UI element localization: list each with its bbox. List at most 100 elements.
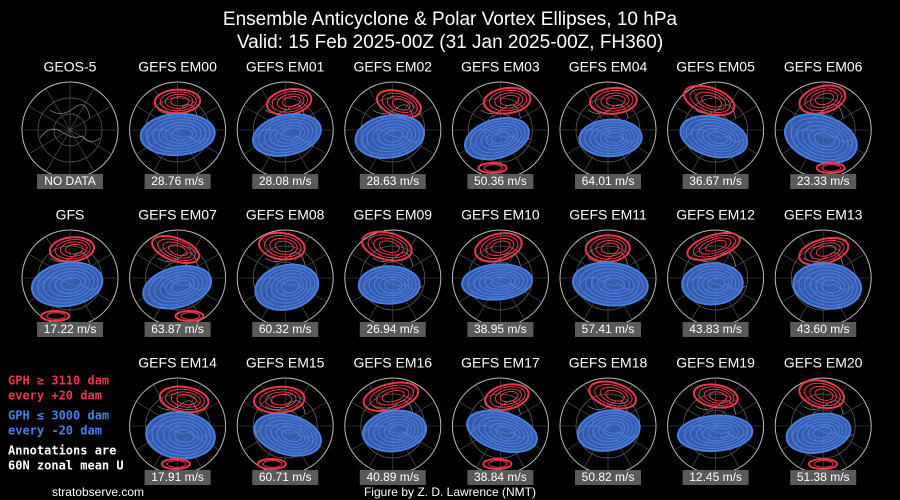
contour xyxy=(796,418,844,448)
annotation-box xyxy=(359,470,426,485)
panel: GEFS EM09 26.94 m/s xyxy=(344,207,442,337)
contour xyxy=(368,271,414,299)
contour xyxy=(809,385,838,404)
contour xyxy=(281,429,302,443)
contour xyxy=(357,265,421,305)
panel-title: GEFS EM03 xyxy=(461,59,540,75)
panel-title: GEFS EM00 xyxy=(138,59,217,75)
panel-title: GEFS EM12 xyxy=(676,207,755,223)
contour xyxy=(603,423,622,437)
annotation: 43.83 m/s xyxy=(689,322,742,336)
annotation: 12.45 m/s xyxy=(689,470,742,484)
contour xyxy=(810,242,841,260)
contour xyxy=(146,116,211,153)
contour xyxy=(595,239,624,257)
annotation-box xyxy=(252,322,319,337)
contour xyxy=(174,428,195,443)
panel: GEFS EM11 57.41 m/s xyxy=(559,207,657,337)
contour xyxy=(821,164,842,172)
meridian xyxy=(28,105,71,131)
contour xyxy=(683,84,736,117)
contour xyxy=(480,235,519,260)
contour xyxy=(164,124,198,144)
contour xyxy=(681,262,744,306)
panel: GEFS EM07 63.87 m/s xyxy=(129,207,227,337)
contour xyxy=(48,236,96,263)
contour xyxy=(467,266,529,298)
annotation: NO DATA xyxy=(44,174,96,188)
contour xyxy=(708,391,728,402)
contour xyxy=(790,117,853,161)
contour xyxy=(258,231,306,261)
annotation-box xyxy=(37,174,103,189)
panel-title: GEFS EM07 xyxy=(138,207,217,223)
contour xyxy=(265,419,314,451)
contour xyxy=(590,237,627,260)
subtitle: Valid: 15 Feb 2025-00Z (31 Jan 2025-00Z,… xyxy=(237,32,663,53)
contour xyxy=(375,387,410,406)
annotation-box xyxy=(575,322,641,337)
contour xyxy=(271,393,293,406)
contour xyxy=(798,266,858,306)
contour xyxy=(695,422,740,444)
contour xyxy=(275,124,306,144)
panel-title: GEFS EM04 xyxy=(569,59,648,75)
panel: GEFS EM13 43.60 m/s xyxy=(774,207,872,337)
contour xyxy=(30,261,104,308)
contour xyxy=(599,386,629,405)
annotation: 50.36 m/s xyxy=(474,174,527,188)
contour xyxy=(707,131,728,144)
contour xyxy=(170,127,193,141)
legend-text: GPH ≥ 3110 dam xyxy=(8,374,109,388)
contour xyxy=(373,237,404,256)
contour xyxy=(176,394,197,406)
contour xyxy=(485,237,515,257)
contour xyxy=(605,95,626,107)
contour xyxy=(584,268,640,301)
contour xyxy=(590,271,635,298)
contour xyxy=(494,92,524,109)
contour xyxy=(588,380,638,410)
panel-title: GEFS EM02 xyxy=(354,59,433,75)
contour xyxy=(802,421,840,445)
panel-title: GEFS EM06 xyxy=(784,59,863,75)
contour xyxy=(54,273,86,294)
contour xyxy=(48,270,91,297)
meridian xyxy=(45,88,71,131)
contour xyxy=(265,391,297,409)
contour xyxy=(820,279,842,294)
annotation: 36.67 m/s xyxy=(689,174,742,188)
contour xyxy=(151,415,212,456)
panel-title: GEFS EM01 xyxy=(246,59,325,75)
panel: GEFS EM00 28.76 m/s xyxy=(129,59,227,189)
annotation: 38.84 m/s xyxy=(474,470,527,484)
panel-title: GEFS EM05 xyxy=(676,59,755,75)
contour xyxy=(40,310,71,322)
annotation-box xyxy=(682,470,749,485)
annotation-box xyxy=(144,470,211,485)
annotation-box xyxy=(37,322,103,337)
contour xyxy=(489,422,521,442)
panel-title: GEFS EM17 xyxy=(461,355,540,371)
contour xyxy=(689,420,744,447)
contour xyxy=(162,422,203,450)
panel-title: GEFS EM13 xyxy=(784,207,863,223)
contour xyxy=(494,388,522,405)
panel-title: GEFS EM16 xyxy=(354,355,433,371)
contour xyxy=(483,164,504,172)
contour xyxy=(798,84,847,115)
panel: GEFS EM15 60.71 m/s xyxy=(236,355,334,485)
contour xyxy=(360,117,421,156)
contour xyxy=(814,388,834,401)
contour xyxy=(269,121,310,147)
meridian xyxy=(69,105,112,131)
contour xyxy=(704,239,727,252)
contour xyxy=(378,240,400,253)
contour xyxy=(702,128,732,147)
contour xyxy=(378,418,416,443)
contour xyxy=(65,243,84,255)
contour xyxy=(592,417,630,443)
contour xyxy=(691,121,740,153)
annotation-box xyxy=(790,322,857,337)
panel: GEFS EM05 36.67 m/s xyxy=(667,59,765,189)
